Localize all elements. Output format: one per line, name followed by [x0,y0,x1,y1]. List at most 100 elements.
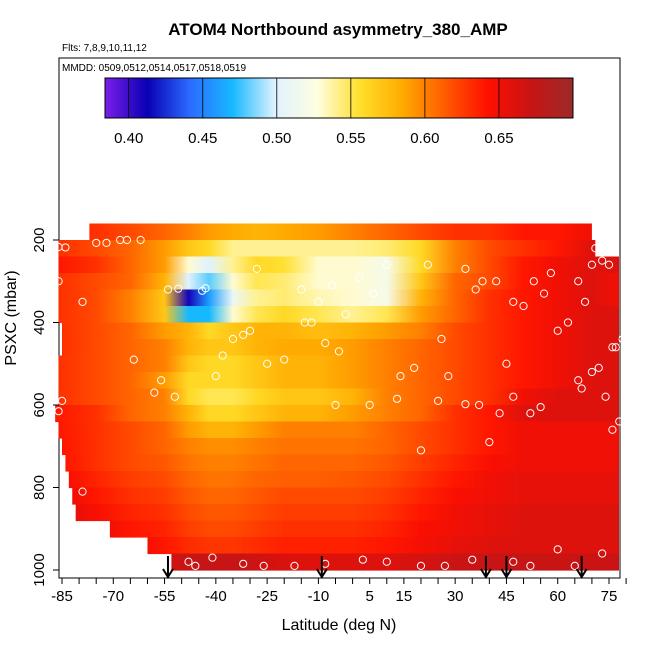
observation-point [61,243,70,252]
heatmap-band [62,339,619,357]
observation-point [580,297,590,306]
observation-point [570,561,579,570]
observation-point [239,330,248,339]
observation-point [327,281,337,290]
y-axis-label: PSXC (mbar) [3,270,20,365]
observation-point [218,351,227,360]
observation-markers [54,235,634,570]
heatmap-band [147,537,619,555]
observation-point [553,326,562,335]
heatmap-band [109,520,620,538]
heatmap-band [55,405,620,423]
x-tick-label: -40 [205,588,227,605]
observation-point [526,409,535,418]
observation-point [598,549,607,558]
observation-point [468,555,477,564]
observation-point [608,343,617,352]
down-arrow [500,556,513,579]
observation-point [539,289,549,298]
heatmap-band [58,256,620,274]
observation-point [358,555,367,564]
observation-point [78,487,87,496]
x-tick-label: -25 [256,588,278,605]
colorbar-tick-label: 0.60 [410,130,439,147]
down-arrow [315,556,328,579]
heatmap-band [62,438,619,456]
observation-point [150,388,159,397]
x-tick-label: 75 [601,588,618,605]
observation-point [369,289,378,298]
observation-point [563,318,573,327]
observation-point [245,326,255,335]
y-axis: 200 400 600 800 1000 [31,227,59,587]
observation-point [615,417,624,426]
heatmap-band [72,487,620,505]
observation-point [174,284,183,293]
observation-point [423,260,432,269]
observation-point [321,339,330,348]
observation-point [536,402,545,412]
y-tick-label: 1000 [31,553,48,586]
observation-point [211,372,220,381]
heatmap-band [62,322,619,340]
observation-point [129,355,138,364]
observation-point [546,268,555,278]
colorbar-ticks: 0.40 0.45 0.50 0.55 0.60 0.65 [114,78,514,147]
observation-point [252,264,261,273]
observation-point [485,438,494,447]
observation-point [604,260,614,269]
observation-point [574,376,583,385]
heatmap-band [58,372,620,390]
observation-point [201,284,210,293]
y-tick-label: 600 [31,392,48,417]
observation-point [461,400,470,409]
heatmap-band [58,355,620,373]
observation-point [54,277,63,286]
heatmap-band [58,421,620,439]
observation-point [529,277,538,286]
observation-point [307,318,316,327]
observation-point [433,396,443,405]
observation-point [314,297,323,306]
observation-point [228,334,238,344]
x-tick-label: 15 [396,588,413,605]
observation-point [509,392,518,401]
observation-point [157,376,166,385]
heatmap-band [171,553,619,571]
chart-title: ATOM4 Northbound asymmetry_380_AMP [168,20,507,39]
observation-point [331,400,340,410]
observation-point [608,425,617,434]
y-tick-label: 800 [31,475,48,500]
observation-point [444,372,453,381]
colorbar-tick-label: 0.55 [336,130,365,147]
observation-point [519,301,528,311]
observation-point [297,285,306,294]
observation-point [621,359,631,368]
down-arrow [575,556,588,579]
heatmap-band [58,289,620,307]
observation-point [290,561,299,570]
observation-point [437,334,446,344]
observation-point [509,557,518,566]
down-arrow-markers [162,556,588,579]
observation-point [611,343,620,352]
dates-subtitle: MMDD: 0509,0512,0514,0517,0518,0519 [62,63,246,74]
heatmap-band [65,454,619,472]
flights-subtitle: Flts: 7,8,9,10,11,12 [62,43,147,54]
observation-point [239,559,248,568]
observation-point [598,256,607,265]
observation-point [416,561,426,570]
colorbar-tick-label: 0.40 [114,130,143,147]
observation-point [594,363,603,372]
heatmap-band [75,504,620,522]
x-tick-label: -70 [102,588,124,605]
observation-point [382,260,391,269]
observation-point [621,559,631,568]
colorbar-tick-label: 0.65 [484,130,513,147]
y-tick-label: 200 [31,227,48,252]
observation-point [263,359,272,368]
observation-point [122,235,132,245]
x-tick-label: -10 [308,588,330,605]
observation-point [474,400,484,410]
